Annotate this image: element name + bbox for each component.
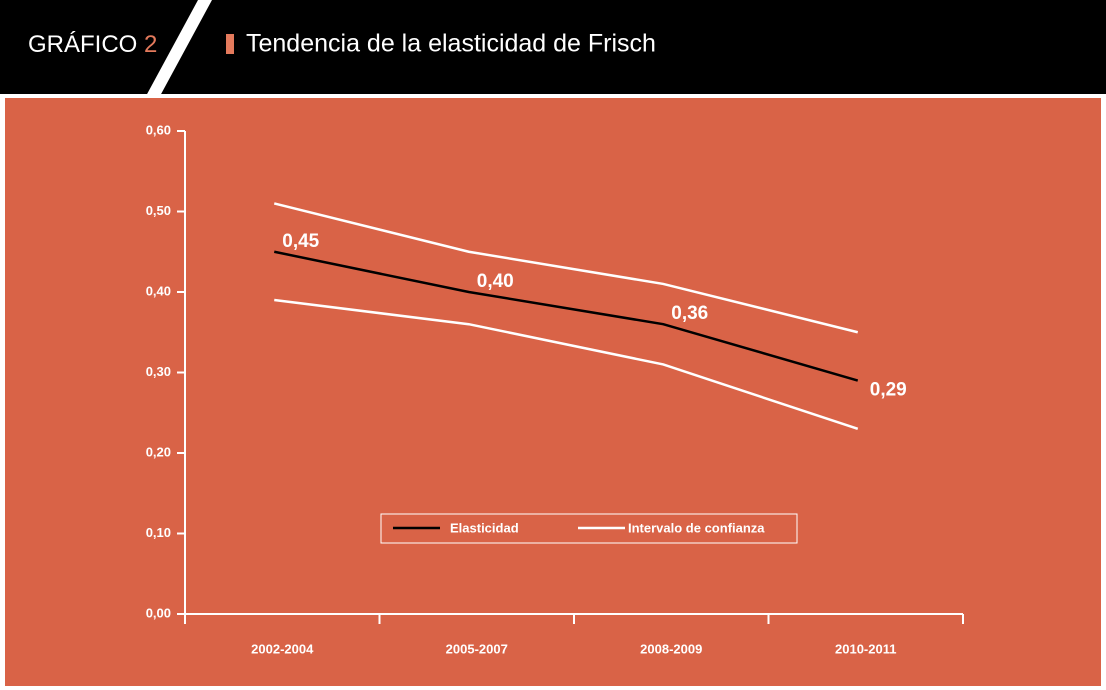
y-tick-label: 0,30	[146, 364, 171, 379]
y-tick-label: 0,60	[146, 122, 171, 137]
title-marker	[226, 34, 234, 54]
y-tick-label: 0,10	[146, 525, 171, 540]
y-tick-label: 0,00	[146, 605, 171, 620]
header-slash	[146, 0, 212, 96]
ci-upper-line	[273, 202, 859, 334]
legend-box	[380, 513, 798, 544]
figure-label: GRÁFICO 2	[28, 31, 157, 58]
x-tick-label: 2008-2009	[640, 641, 702, 656]
x-tick-label: 2010-2011	[835, 641, 896, 656]
plot: 0,00 0,10 0,20 0,30 0,40 0,50 0,60 2002-2004 200…	[146, 122, 964, 656]
chart-title: Tendencia de la elasticidad de Frisch	[246, 30, 656, 58]
legend-label: Intervalo de confianza	[628, 520, 765, 535]
legend-label: Elasticidad	[450, 520, 519, 535]
plot-panel	[5, 98, 1101, 686]
data-label: 0,29	[870, 380, 907, 401]
data-label: 0,40	[477, 271, 514, 292]
y-tick-label: 0,20	[146, 444, 171, 459]
x-tick-label: 2002-2004	[251, 641, 314, 656]
y-tick-label: 0,40	[146, 283, 171, 298]
elasticity-line	[273, 250, 859, 382]
y-tick-label: 0,50	[146, 203, 171, 218]
data-label: 0,45	[282, 231, 319, 252]
data-label: 0,36	[671, 303, 708, 324]
ci-lower-line	[274, 298, 859, 431]
x-tick-label: 2005-2007	[446, 641, 508, 656]
